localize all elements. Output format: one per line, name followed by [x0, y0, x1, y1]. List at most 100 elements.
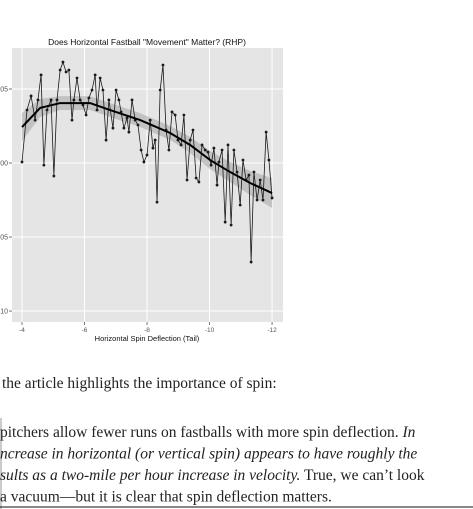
data-point	[25, 108, 29, 112]
quote-line: pitchers allow fewer runs on fastballs w…	[0, 424, 416, 441]
y-tick-label: 0.05	[0, 87, 8, 94]
x-tick-label: -8	[144, 327, 150, 334]
data-point	[55, 98, 59, 102]
data-point	[104, 138, 108, 142]
data-point	[122, 126, 126, 130]
data-point	[139, 148, 143, 152]
data-point	[20, 160, 24, 164]
data-point	[161, 63, 165, 67]
data-point	[209, 163, 213, 167]
data-point	[176, 138, 180, 142]
data-point	[58, 68, 62, 72]
data-point	[90, 88, 94, 92]
data-point	[61, 60, 65, 64]
data-point	[114, 88, 118, 92]
data-point	[78, 98, 82, 102]
y-tick-label: -0.05	[0, 235, 8, 242]
x-tick-label: -12	[267, 327, 277, 334]
data-point	[241, 158, 245, 162]
data-point	[95, 108, 99, 112]
quote-segment: sults as a two-mile per hour increase in…	[0, 467, 300, 484]
data-point	[200, 143, 204, 147]
data-point	[197, 180, 201, 184]
data-point	[232, 148, 236, 152]
y-tick-label: 0.00	[0, 161, 8, 168]
data-point	[42, 163, 46, 167]
data-point	[170, 110, 174, 114]
data-point	[194, 176, 198, 180]
data-point	[255, 198, 259, 202]
data-point	[270, 196, 274, 200]
data-point	[182, 113, 186, 117]
data-point	[107, 98, 111, 102]
quote-segment: ncrease in horizontal (or vertical spin)…	[0, 446, 417, 463]
data-point	[127, 130, 131, 134]
data-point	[267, 158, 271, 162]
trend-line	[21, 102, 273, 194]
data-point	[261, 198, 265, 202]
data-point	[84, 113, 88, 117]
data-point	[142, 160, 146, 164]
data-point	[191, 128, 195, 132]
data-point	[153, 138, 157, 142]
x-tick-label: -10	[205, 327, 215, 334]
x-tick-label: -6	[82, 327, 88, 334]
data-point	[258, 178, 262, 182]
data-point	[217, 160, 221, 164]
paragraph: the article highlights the importance of…	[2, 375, 277, 392]
data-point	[130, 98, 134, 102]
data-point	[33, 118, 37, 122]
quote-segment: True, we can’t look	[300, 467, 424, 484]
data-point	[98, 76, 102, 80]
data-point	[49, 98, 53, 102]
data-point	[167, 148, 171, 152]
data-point	[81, 103, 85, 107]
y-tick-label: -0.10	[0, 309, 8, 316]
data-point	[67, 68, 71, 72]
quote-segment: a vacuum—but it is clear that spin defle…	[0, 489, 332, 506]
data-point	[75, 76, 79, 80]
data-point	[155, 200, 159, 204]
data-point	[220, 148, 224, 152]
data-point	[158, 88, 162, 92]
data-point	[223, 220, 227, 224]
quote-line: ncrease in horizontal (or vertical spin)…	[0, 446, 417, 463]
data-point	[148, 118, 152, 122]
x-axis-label: Horizontal Spin Deflection (Tail)	[95, 334, 200, 343]
data-point	[125, 116, 129, 120]
data-point	[87, 96, 91, 100]
data-point	[206, 150, 210, 154]
quote-segment: In	[401, 424, 415, 441]
data-point	[215, 183, 219, 187]
x-tick-label: -4	[19, 327, 25, 334]
data-point	[212, 146, 216, 150]
quote-line: a vacuum—but it is clear that spin defle…	[0, 489, 332, 506]
data-point	[179, 143, 183, 147]
data-point	[111, 126, 115, 130]
data-point	[226, 143, 230, 147]
data-point	[64, 70, 68, 74]
data-point	[29, 94, 33, 98]
data-point	[185, 178, 189, 182]
data-point	[39, 73, 43, 77]
data-point	[45, 108, 49, 112]
data-point	[101, 88, 105, 92]
data-point	[117, 98, 121, 102]
quote-segment: pitchers allow fewer runs on fastballs w…	[0, 424, 402, 441]
data-point	[52, 174, 56, 178]
data-point	[136, 123, 140, 127]
data-point	[229, 223, 233, 227]
data-point	[203, 148, 207, 152]
data-point	[93, 73, 97, 77]
chart: Does Horizontal Fastball "Movement" Matt…	[0, 37, 283, 343]
data-point	[70, 118, 74, 122]
data-point	[238, 203, 242, 207]
data-point	[247, 173, 251, 177]
data-point	[151, 146, 155, 150]
data-point	[188, 138, 192, 142]
data-point	[264, 130, 268, 134]
data-point	[249, 260, 253, 264]
data-point	[173, 113, 177, 117]
